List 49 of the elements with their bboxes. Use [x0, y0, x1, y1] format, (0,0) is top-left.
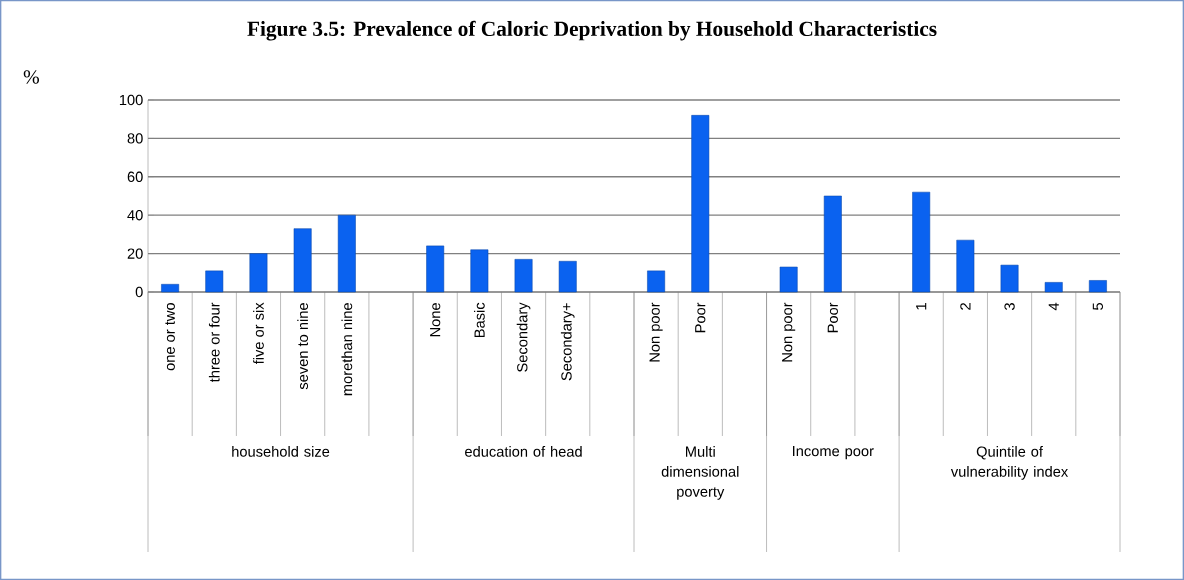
text: Income poor — [793, 446, 874, 460]
x-tick-label: five or six — [253, 302, 264, 365]
x-tick-label: Poor — [827, 302, 838, 333]
x-tick-label: 4 — [1048, 302, 1059, 311]
x-tick-label: None — [430, 303, 441, 337]
bar — [470, 249, 489, 293]
x-tick-label: 1 — [916, 303, 927, 310]
y-tick-label: 20 — [127, 248, 143, 259]
bar — [426, 245, 445, 293]
y-tick-label: 60 — [127, 171, 143, 182]
bar — [691, 115, 710, 293]
y-tick-label: 0 — [135, 286, 143, 298]
bar — [337, 214, 356, 293]
x-tick-label: Basic — [473, 302, 485, 338]
x-tick-label: 3 — [1004, 303, 1015, 310]
bar — [249, 253, 268, 293]
x-tick-label: one or two — [165, 303, 175, 371]
x-tick-label: Secondary+ — [560, 303, 575, 381]
bar — [514, 259, 533, 293]
x-tick-label: Secondary — [516, 302, 531, 372]
bar — [293, 228, 312, 293]
bar — [823, 195, 842, 293]
x-tick-label: 2 — [960, 303, 971, 310]
bar — [1088, 280, 1107, 293]
y-tick-label: 100 — [119, 94, 143, 106]
text: Quintile of vulnerability index — [950, 446, 1069, 480]
bar — [647, 270, 666, 293]
chart-title: Figure 3.5: Prevalence of Caloric Deprivation by Household Characteristics — [247, 20, 937, 41]
bar — [912, 191, 931, 293]
y-axis-title: % — [23, 70, 40, 84]
x-tick-label: three or four — [208, 302, 220, 383]
bar — [1044, 282, 1063, 293]
text: household size — [232, 446, 330, 457]
x-tick-label: Poor — [695, 302, 706, 333]
bar — [205, 270, 224, 293]
bar — [779, 266, 798, 293]
x-tick-label: 5 — [1092, 303, 1104, 310]
x-tick-label: Non poor — [649, 302, 663, 362]
text: Multi dimensional poverty — [661, 446, 739, 500]
bar — [1000, 264, 1019, 293]
bar — [956, 239, 975, 293]
y-tick-label: 80 — [127, 133, 143, 144]
y-tick-label: 40 — [127, 210, 143, 221]
bar — [558, 261, 577, 293]
text: education of head — [465, 446, 582, 457]
x-tick-label: morethan nine — [341, 303, 353, 396]
x-tick-label: seven to nine — [297, 303, 309, 390]
bar — [161, 284, 180, 293]
x-tick-label: Non poor — [782, 302, 796, 362]
